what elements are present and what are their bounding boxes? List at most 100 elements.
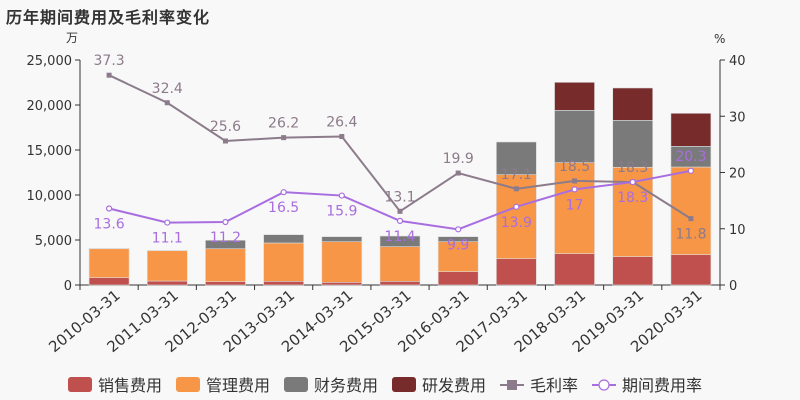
left-tick-label: 10,000 — [27, 189, 73, 204]
marker-毛利率 — [572, 178, 578, 184]
bar-销售费用 — [437, 271, 479, 286]
bar-销售费用 — [554, 253, 595, 286]
legend-label-管理费用: 管理费用 — [206, 376, 270, 395]
left-axis-unit: 万 — [66, 31, 78, 45]
data-label-毛利率: 17.1 — [501, 167, 532, 183]
bar-销售费用 — [670, 254, 712, 286]
data-label-毛利率: 18.5 — [559, 159, 590, 175]
marker-毛利率 — [397, 208, 403, 214]
bar-财务费用 — [321, 236, 363, 243]
marker-期间费用率 — [513, 203, 520, 210]
data-label-期间费用率: 15.9 — [326, 204, 357, 220]
right-axis-unit: % — [714, 32, 725, 46]
marker-期间费用率 — [571, 186, 578, 193]
bar-研发费用 — [612, 87, 654, 121]
marker-毛利率 — [688, 216, 694, 222]
data-label-毛利率: 26.4 — [326, 115, 357, 131]
marker-毛利率 — [281, 135, 287, 141]
data-label-期间费用率: 16.5 — [268, 200, 299, 216]
marker-毛利率 — [164, 100, 170, 106]
legend-marker-期间费用率 — [598, 379, 610, 391]
bar-管理费用 — [88, 248, 130, 279]
left-tick-label: 0 — [64, 279, 72, 294]
data-label-毛利率: 18.3 — [617, 160, 648, 176]
marker-毛利率 — [106, 72, 112, 78]
marker-期间费用率 — [629, 178, 636, 186]
data-label-期间费用率: 9.9 — [447, 237, 469, 253]
data-label-毛利率: 26.2 — [268, 116, 299, 132]
left-tick-label: 15,000 — [27, 144, 73, 159]
bar-财务费用 — [496, 141, 537, 175]
data-label-期间费用率: 11.1 — [152, 231, 183, 247]
right-tick-label: 20 — [729, 167, 746, 182]
legend-label-毛利率: 毛利率 — [530, 376, 578, 395]
data-label-期间费用率: 11.2 — [210, 230, 241, 246]
bar-财务费用 — [379, 235, 421, 247]
data-label-期间费用率: 13.6 — [94, 217, 125, 233]
bar-财务费用 — [437, 236, 479, 243]
bar-管理费用 — [263, 242, 304, 282]
legend-swatch-销售费用 — [68, 377, 92, 392]
bar-销售费用 — [612, 256, 654, 286]
right-tick-label: 40 — [729, 54, 746, 69]
data-label-毛利率: 37.3 — [94, 53, 125, 69]
right-tick-label: 30 — [729, 110, 746, 125]
right-tick-label: 10 — [729, 223, 746, 238]
bar-销售费用 — [496, 258, 537, 286]
data-label-期间费用率: 20.3 — [675, 149, 706, 165]
marker-期间费用率 — [396, 217, 404, 224]
legend-swatch-管理费用 — [176, 377, 200, 392]
bar-销售费用 — [205, 281, 246, 286]
left-tick-label: 20,000 — [27, 99, 73, 114]
marker-期间费用率 — [164, 219, 171, 226]
bar-销售费用 — [146, 280, 188, 286]
legend-swatch-财务费用 — [284, 377, 308, 392]
bar-管理费用 — [379, 246, 421, 282]
bar-销售费用 — [321, 281, 363, 286]
legend-label-期间费用率: 期间费用率 — [622, 376, 702, 395]
marker-期间费用率 — [338, 192, 345, 199]
bar-管理费用 — [321, 241, 363, 283]
right-tick-label: 0 — [729, 279, 737, 294]
marker-毛利率 — [222, 138, 228, 144]
marker-期间费用率 — [222, 218, 229, 226]
bar-研发费用 — [554, 82, 595, 111]
data-label-期间费用率: 11.4 — [384, 229, 415, 245]
bar-财务费用 — [205, 239, 246, 250]
legend-label-销售费用: 销售费用 — [98, 376, 162, 395]
data-label-期间费用率: 17 — [566, 197, 584, 213]
bar-管理费用 — [437, 241, 479, 272]
marker-毛利率 — [455, 170, 461, 176]
left-tick-label: 25,000 — [27, 54, 73, 69]
bar-销售费用 — [88, 277, 130, 286]
data-label-期间费用率: 18.3 — [617, 190, 648, 206]
bar-管理费用 — [146, 250, 188, 282]
data-label-毛利率: 11.8 — [675, 227, 706, 243]
bar-管理费用 — [205, 248, 246, 282]
chart-title: 历年期间费用及毛利率变化 — [6, 8, 211, 27]
marker-毛利率 — [513, 186, 519, 192]
left-tick-label: 5,000 — [35, 234, 72, 249]
legend-marker-毛利率 — [507, 380, 517, 390]
bar-财务费用 — [612, 120, 654, 168]
legend-label-研发费用: 研发费用 — [422, 376, 486, 395]
bar-财务费用 — [554, 110, 595, 163]
bar-销售费用 — [263, 281, 304, 286]
marker-期间费用率 — [455, 226, 462, 233]
marker-期间费用率 — [280, 189, 287, 196]
marker-期间费用率 — [105, 205, 113, 212]
legend-swatch-研发费用 — [392, 377, 416, 392]
bar-研发费用 — [670, 112, 712, 147]
legend-label-财务费用: 财务费用 — [314, 376, 378, 395]
data-label-毛利率: 13.1 — [384, 189, 415, 205]
marker-毛利率 — [339, 134, 345, 139]
data-label-期间费用率: 13.9 — [501, 215, 532, 231]
data-label-毛利率: 19.9 — [443, 151, 474, 167]
data-label-毛利率: 32.4 — [152, 81, 183, 97]
bar-管理费用 — [554, 162, 595, 254]
marker-期间费用率 — [687, 167, 695, 174]
bar-财务费用 — [263, 234, 304, 244]
bar-销售费用 — [379, 281, 421, 286]
